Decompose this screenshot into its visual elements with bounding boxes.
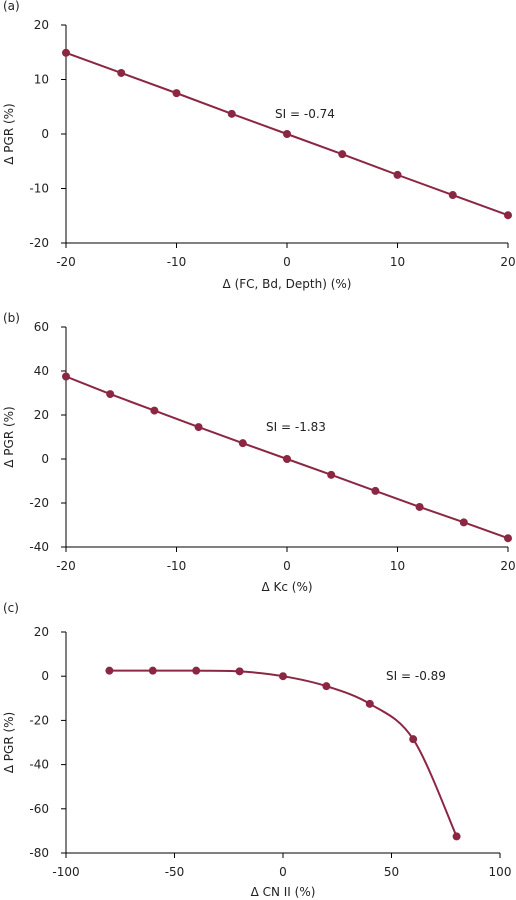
si-annotation: SI = -0.89 [386,669,446,683]
y-tick-label: -40 [29,758,49,772]
panel-label: (b) [3,311,20,325]
data-point [62,372,70,381]
x-tick-label: 20 [500,255,515,269]
data-point [452,832,461,841]
x-tick-label: 0 [283,559,291,573]
y-tick-label: -80 [29,846,49,860]
data-point [150,406,159,415]
y-tick-label: 20 [34,18,49,32]
y-tick-label: 20 [34,625,49,639]
x-tick-label: -20 [56,255,76,269]
y-tick-label: 0 [41,452,49,466]
x-tick-label: -50 [165,865,185,879]
data-point [327,470,336,479]
x-tick-label: -100 [52,865,79,879]
data-point [283,130,291,138]
data-point [192,666,201,675]
y-tick-label: 10 [34,73,49,87]
x-tick-label: 0 [279,865,287,879]
data-point [235,667,244,676]
data-point [117,68,126,77]
data-point [409,735,418,744]
data-point [194,423,203,432]
y-tick-label: 60 [34,320,49,334]
x-tick-label: -10 [167,255,187,269]
y-tick-label: -10 [29,182,49,196]
x-tick-label: 0 [283,255,291,269]
data-point [62,48,70,57]
data-point [365,699,374,708]
x-tick-label: 20 [500,559,515,573]
y-tick-label: -40 [29,540,49,554]
x-tick-label: 10 [390,255,405,269]
x-tick-label: -10 [167,559,187,573]
data-point [338,150,347,159]
x-axis-label: Δ (FC, Bd, Depth) (%) [223,277,352,291]
panel-c: (c) -80 -60 -40 -20 0 20 -100 -50 0 50 100 Δ CN II (… [2,601,511,899]
panel-label: (a) [3,0,20,13]
y-axis-label: Δ PGR (%) [2,406,16,467]
panel-label: (c) [3,601,19,615]
x-tick-label: 10 [390,559,405,573]
x-tick-label: 50 [384,865,399,879]
panel-a: (a) -20 -10 0 10 20 -20 -10 0 10 20 Δ (FC, Bd, Dept… [2,0,516,291]
data-point [504,211,512,220]
data-point [106,390,115,399]
data-point [459,518,468,527]
y-tick-label: 0 [41,127,49,141]
y-tick-label: -60 [29,802,49,816]
series-line [109,669,458,837]
x-tick-label: 100 [489,865,512,879]
data-point [227,109,236,118]
y-tick-label: 0 [41,669,49,683]
data-point [105,666,114,675]
y-tick-label: -20 [29,496,49,510]
si-annotation: SI = -0.74 [275,107,335,121]
data-point [415,502,424,511]
y-axis-label: Δ PGR (%) [2,103,16,164]
data-point [283,455,291,463]
data-point [322,682,331,691]
si-annotation: SI = -1.83 [266,420,326,434]
y-tick-label: 20 [34,408,49,422]
data-point [504,534,512,543]
y-tick-label: 40 [34,364,49,378]
data-point [238,439,247,448]
data-point [371,486,380,495]
panel-b: (b) -40 -20 0 20 40 60 -20 -10 0 10 20 Δ Kc (%) Δ PGR… [2,311,516,594]
y-axis-label: Δ PGR (%) [2,712,16,773]
x-axis-label: Δ Kc (%) [261,580,312,594]
data-point [448,191,457,200]
y-tick-label: -20 [29,713,49,727]
data-point [148,666,157,675]
y-tick-label: -20 [29,236,49,250]
data-point [279,672,287,681]
data-point [172,89,181,98]
x-axis-label: Δ CN II (%) [251,885,316,899]
x-tick-label: -20 [56,559,76,573]
data-point [393,170,402,179]
